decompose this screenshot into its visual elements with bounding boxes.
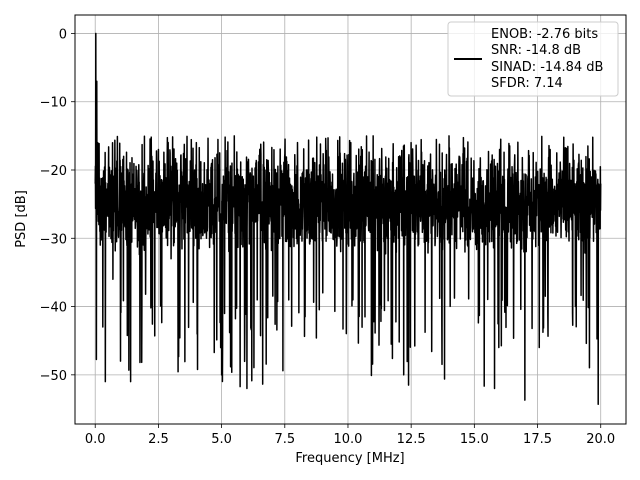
x-tick-label: 5.0 — [211, 432, 232, 447]
legend-sfdr: SFDR: 7.14 — [491, 76, 563, 91]
x-tick-label: 7.5 — [274, 432, 295, 447]
y-tick-label: 0 — [59, 27, 67, 42]
series-layer — [94, 32, 602, 405]
x-tick-label: 0.0 — [85, 432, 106, 447]
legend-snr: SNR: -14.8 dB — [491, 43, 581, 58]
x-tick-label: 17.5 — [523, 432, 552, 447]
y-tick-label: −30 — [40, 232, 67, 247]
y-tick-label: −10 — [40, 96, 67, 111]
legend-sinad: SINAD: -14.84 dB — [491, 60, 603, 75]
y-tick-label: −50 — [40, 369, 67, 384]
y-tick-label: −20 — [40, 164, 67, 179]
y-tick-label: −40 — [40, 301, 67, 316]
x-tick-label: 12.5 — [397, 432, 426, 447]
legend: ENOB: -2.76 bits SNR: -14.8 dB SINAD: -1… — [447, 21, 619, 97]
psd-series-line — [94, 32, 602, 405]
x-axis-label: Frequency [MHz] — [295, 451, 404, 466]
y-axis-ticks: 0 −10 −20 −30 −40 −50 — [40, 27, 75, 384]
x-axis-ticks: 0.0 2.5 5.0 7.5 10.0 12.5 15.0 17.5 20.0 — [85, 424, 615, 447]
x-tick-label: 20.0 — [586, 432, 615, 447]
x-tick-label: 15.0 — [460, 432, 489, 447]
legend-box — [447, 21, 619, 97]
x-tick-label: 2.5 — [148, 432, 169, 447]
x-tick-label: 10.0 — [333, 432, 362, 447]
y-axis-label: PSD [dB] — [14, 190, 29, 248]
plot-frame — [74, 14, 627, 425]
legend-enob: ENOB: -2.76 bits — [491, 27, 598, 42]
